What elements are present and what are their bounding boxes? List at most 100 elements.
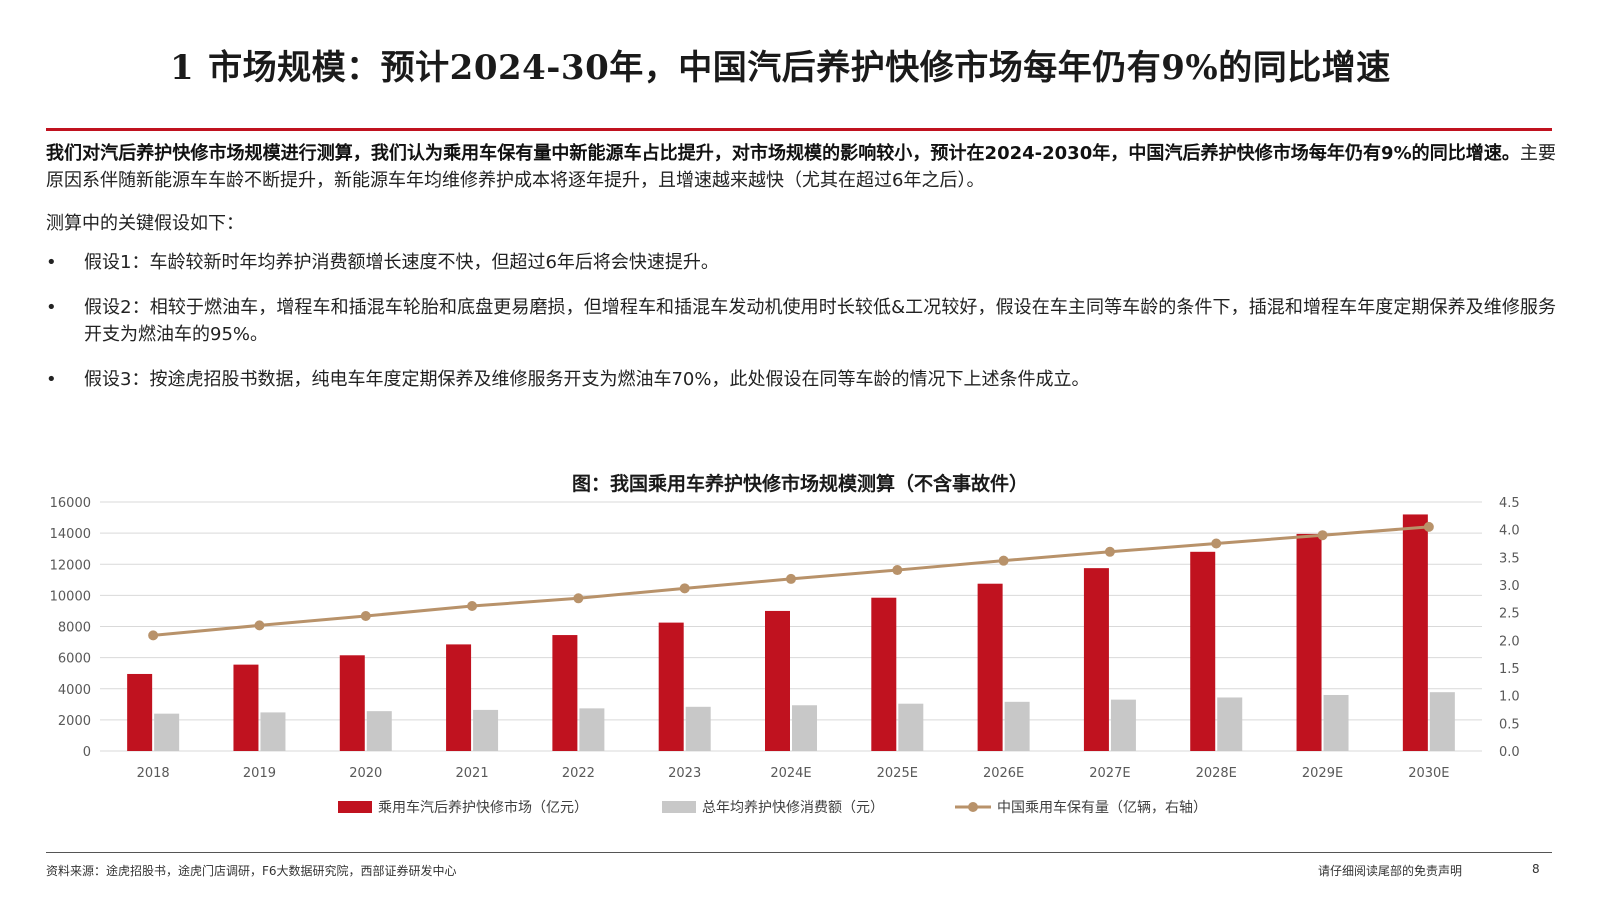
market-size-bar — [871, 597, 897, 751]
assumption-text: 假设1：车龄较新时年均养护消费额增长速度不快，但超过6年后将会快速提升。 — [84, 252, 719, 273]
right-axis-tick-label: 4.5 — [1499, 496, 1520, 511]
avg-spend-bar — [1110, 699, 1136, 751]
source-note: 资料来源：途虎招股书，途虎门店调研，F6大数据研究院，西部证券研发中心 — [46, 864, 457, 878]
right-axis-tick-label: 1.0 — [1499, 690, 1520, 705]
avg-spend-bar — [1323, 694, 1349, 751]
assumption-text: 假设3：按途虎招股书数据，纯电车年度定期保养及维修服务开支为燃油车70%，此处假… — [84, 369, 1090, 390]
left-axis-tick-label: 10000 — [50, 589, 91, 604]
title-divider — [46, 128, 1552, 131]
legend-label-market: 乘用车汽后养护快修市场（亿元） — [378, 799, 588, 816]
market-size-bar — [339, 655, 365, 751]
vehicle-parc-point — [573, 593, 584, 604]
slide-title-text: 市场规模：预计2024-30年，中国汽后养护快修市场每年仍有9%的同比增速 — [208, 48, 1391, 88]
vehicle-parc-point — [148, 630, 159, 641]
bullet-icon: • — [46, 369, 57, 390]
avg-spend-bar — [154, 713, 180, 751]
market-size-bar — [765, 610, 790, 751]
avg-spend-bar — [1429, 692, 1455, 751]
market-size-bar — [658, 622, 684, 751]
body-text: 我们对汽后养护快修市场规模进行测算，我们认为乘用车保有量中新能源车占比提升，对市… — [46, 140, 1556, 411]
avg-spend-bar — [685, 706, 711, 751]
avg-spend-bar — [260, 712, 286, 751]
right-axis-tick-label: 0.0 — [1499, 745, 1520, 760]
intro-bold-text: 我们对汽后养护快修市场规模进行测算，我们认为乘用车保有量中新能源车占比提升，对市… — [46, 143, 1520, 164]
market-size-bar — [552, 635, 578, 751]
market-size-bar — [1190, 551, 1216, 751]
left-axis-tick-label: 6000 — [58, 652, 91, 667]
x-axis-tick-label: 2020 — [349, 766, 382, 781]
chart-title: 图：我国乘用车养护快修市场规模测算（不含事故件） — [571, 473, 1028, 495]
avg-spend-bar — [579, 708, 605, 751]
vehicle-parc-point — [1317, 530, 1328, 541]
intro-paragraph: 我们对汽后养护快修市场规模进行测算，我们认为乘用车保有量中新能源车占比提升，对市… — [46, 140, 1556, 194]
section-number: 1 — [170, 48, 195, 88]
right-axis-tick-label: 3.5 — [1499, 551, 1520, 566]
right-axis-tick-label: 2.5 — [1499, 607, 1520, 622]
left-axis-tick-label: 0 — [83, 745, 91, 760]
right-axis-tick-label: 0.5 — [1499, 717, 1520, 732]
x-axis-tick-label: 2030E — [1408, 766, 1449, 781]
x-axis-tick-label: 2022 — [562, 766, 595, 781]
right-axis-tick-label: 1.5 — [1499, 662, 1520, 677]
assumption-item: • 假设3：按途虎招股书数据，纯电车年度定期保养及维修服务开支为燃油车70%，此处… — [46, 366, 1556, 393]
assumptions-heading: 测算中的关键假设如下： — [46, 213, 244, 234]
left-axis-tick-label: 12000 — [50, 558, 91, 573]
left-axis-tick-label: 16000 — [50, 496, 91, 511]
market-size-bar — [1083, 568, 1109, 751]
x-axis-tick-label: 2019 — [243, 766, 276, 781]
avg-spend-bar — [898, 703, 924, 751]
disclaimer-note: 请仔细阅读尾部的免责声明 — [1318, 864, 1463, 878]
avg-spend-bar — [1004, 701, 1030, 751]
vehicle-parc-point — [679, 583, 690, 594]
assumptions-list: • 假设1：车龄较新时年均养护消费额增长速度不快，但超过6年后将会快速提升。 • 假… — [46, 249, 1556, 393]
legend-marker-vehicle-parc — [968, 802, 978, 812]
legend-label-avg-spend: 总年均养护快修消费额（元） — [702, 800, 884, 816]
x-axis-tick-label: 2024E — [770, 766, 811, 781]
intro-regular-text: 主要原因系伴随新能源车车龄不断提升，新能源车年均维修养护成本将逐年提升，且增速越… — [46, 143, 1557, 191]
right-axis-tick-label: 2.0 — [1499, 634, 1520, 649]
bullet-icon: • — [46, 297, 57, 318]
vehicle-parc-point — [786, 573, 796, 584]
market-size-bar — [446, 644, 472, 751]
vehicle-parc-point — [1104, 546, 1115, 557]
vehicle-parc-point — [360, 610, 371, 621]
market-size-bar — [1296, 533, 1322, 751]
avg-spend-bar — [366, 711, 392, 751]
vehicle-parc-point — [467, 601, 478, 612]
vehicle-parc-point — [1423, 521, 1434, 532]
left-axis-tick-label: 2000 — [58, 714, 91, 729]
market-size-bar — [1402, 514, 1428, 751]
x-axis-tick-label: 2018 — [137, 766, 170, 781]
vehicle-parc-point — [254, 620, 265, 631]
avg-spend-bar — [473, 709, 499, 751]
legend-label-vehicle-parc: 中国乘用车保有量（亿辆，右轴） — [997, 799, 1207, 816]
slide-title: 1 市场规模：预计2024-30年，中国汽后养护快修市场每年仍有9%的同比增速 — [170, 40, 1570, 89]
bullet-icon: • — [46, 252, 57, 273]
market-size-bar — [233, 664, 259, 751]
x-axis-tick-label: 2029E — [1302, 766, 1343, 781]
market-size-chart: 0 2000 4000 6000 8000 10000 12000 14000 16000 0.0… — [50, 496, 1520, 816]
right-axis-tick-label: 3.0 — [1499, 579, 1520, 594]
market-size-bar — [127, 673, 153, 751]
x-axis-tick-label: 2026E — [983, 766, 1024, 781]
vehicle-parc-point — [1211, 538, 1222, 549]
vehicle-parc-point — [998, 555, 1009, 566]
vehicle-parc-point — [892, 565, 903, 576]
avg-spend-bar — [1217, 697, 1243, 751]
right-axis-tick-label: 4.0 — [1499, 524, 1520, 539]
left-axis-tick-label: 4000 — [58, 683, 91, 698]
avg-spend-bar — [792, 705, 817, 751]
page-number: 8 — [1532, 862, 1540, 876]
x-axis-tick-label: 2028E — [1196, 766, 1237, 781]
x-axis-tick-label: 2027E — [1089, 766, 1130, 781]
x-axis-tick-label: 2023 — [668, 766, 701, 781]
x-axis-tick-label: 2021 — [456, 766, 489, 781]
left-axis-tick-label: 14000 — [50, 527, 91, 542]
market-size-bar — [977, 583, 1003, 751]
assumption-text: 假设2：相较于燃油车，增程车和插混车轮胎和底盘更易磨损，但增程车和插混车发动机使… — [84, 297, 1556, 345]
assumption-item: • 假设2：相较于燃油车，增程车和插混车轮胎和底盘更易磨损，但增程车和插混车发动机… — [46, 294, 1556, 348]
left-axis-tick-label: 8000 — [58, 621, 91, 636]
assumption-item: • 假设1：车龄较新时年均养护消费额增长速度不快，但超过6年后将会快速提升。 — [46, 249, 1556, 276]
legend-swatch-market — [338, 801, 372, 813]
legend-swatch-avg-spend — [662, 801, 696, 813]
